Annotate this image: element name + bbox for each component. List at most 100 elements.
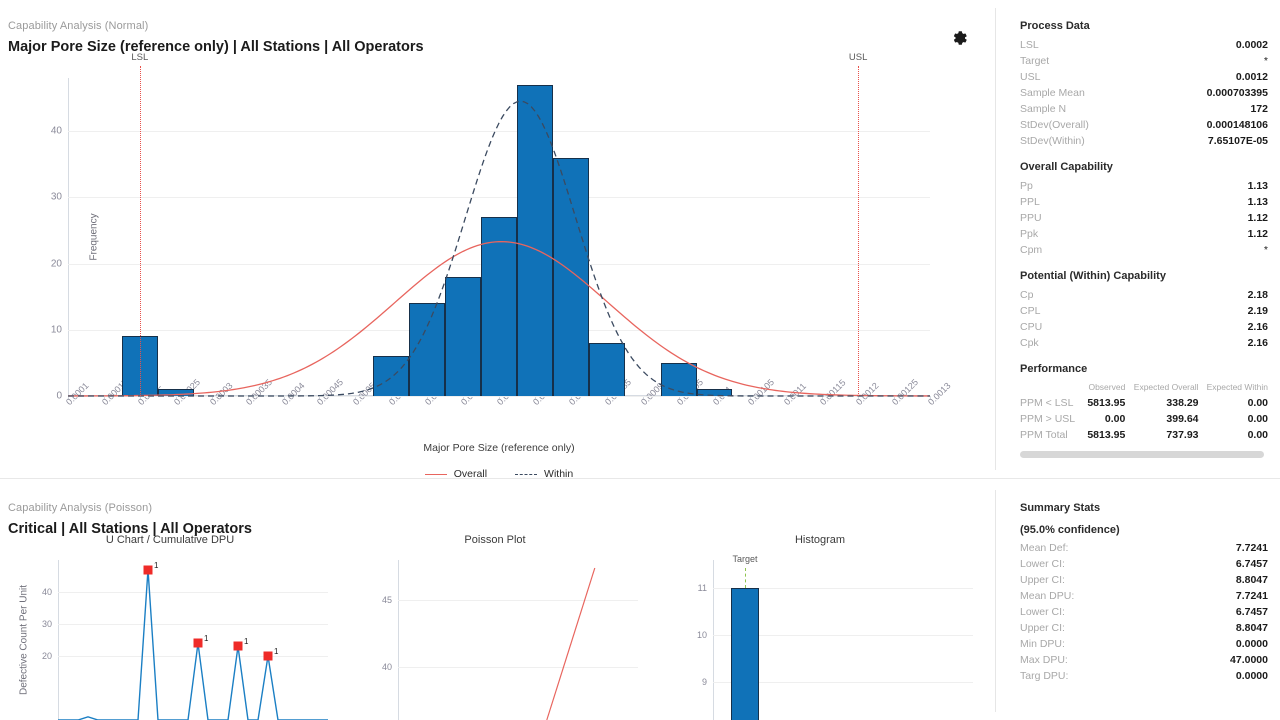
process-data-row: Sample N 172 xyxy=(1020,101,1268,117)
grid-line xyxy=(58,592,328,593)
poisson-y-axis xyxy=(398,560,399,720)
poisson-panel-subtitle: Capability Analysis (Poisson) xyxy=(8,502,153,514)
process-data-value: 7.65107E-05 xyxy=(1207,135,1268,147)
performance-table-header: Observed Expected Overall Expected Within xyxy=(1020,380,1268,395)
poisson-plot-area: 40 45 xyxy=(382,560,638,720)
performance-cell: PPM Total xyxy=(1020,429,1068,441)
histogram-bar xyxy=(157,389,194,396)
histogram-bar xyxy=(696,389,733,396)
grid-line xyxy=(713,588,973,590)
overall-capability-heading: Overall Capability xyxy=(1020,161,1113,173)
process-data-value: * xyxy=(1263,55,1268,67)
summary-stat-label: Upper CI: xyxy=(1020,574,1065,586)
normal-panel-subtitle: Capability Analysis (Normal) xyxy=(8,20,149,32)
poisson-y-tick: 45 xyxy=(381,595,392,605)
summary-stat-value: 7.7241 xyxy=(1235,542,1268,554)
confidence-level: (95.0% confidence) xyxy=(1020,524,1120,536)
within-capability-row: CPU 2.16 xyxy=(1020,319,1268,335)
y-axis-tick: 20 xyxy=(50,258,62,269)
poisson-plot: Poisson Plot 40 45 xyxy=(340,534,650,720)
process-data-label: Sample N xyxy=(1020,103,1067,115)
spec-limit-line-usl xyxy=(858,66,860,396)
x-axis-tick-mark xyxy=(714,396,716,400)
within-capability-label: Cpk xyxy=(1020,337,1039,349)
process-data-row: Sample Mean 0.000703395 xyxy=(1020,85,1268,101)
y-axis-tick: 40 xyxy=(50,125,62,137)
overall-capability-row: Pp 1.13 xyxy=(1020,178,1268,194)
chart-legend: Overall Within xyxy=(68,468,930,480)
process-data-row: StDev(Overall) 0.000148106 xyxy=(1020,117,1268,133)
panel-divider xyxy=(0,478,1280,479)
poisson-histogram-y-tick: 10 xyxy=(696,630,707,641)
grid-line xyxy=(713,635,973,637)
overall-capability-label: Cpm xyxy=(1020,244,1043,256)
u-chart-y-tick: 30 xyxy=(41,619,52,629)
overall-capability-value: 1.13 xyxy=(1247,196,1268,208)
overall-capability-row: PPU 1.12 xyxy=(1020,210,1268,226)
grid-line xyxy=(68,396,930,397)
y-axis-line xyxy=(68,78,69,396)
u-chart-y-axis xyxy=(58,560,59,720)
performance-horizontal-scrollbar[interactable] xyxy=(1020,451,1264,458)
overall-capability-rows: Pp 1.13 PPL 1.13 PPU 1.12 Ppk 1.12 Cpm * xyxy=(1020,178,1268,258)
fit-curve-within xyxy=(68,100,930,397)
overall-capability-label: PPL xyxy=(1020,196,1040,208)
within-capability-value: 2.16 xyxy=(1247,321,1268,333)
x-axis-tick-mark xyxy=(858,396,860,400)
summary-stat-value: 6.7457 xyxy=(1235,558,1268,570)
process-data-row: USL 0.0012 xyxy=(1020,69,1268,85)
performance-cell: 338.29 xyxy=(1166,397,1199,409)
normal-panel-header: Capability Analysis (Normal) Major Pore … xyxy=(8,20,424,55)
histogram-bar xyxy=(552,157,589,396)
summary-stat-label: Mean Def: xyxy=(1020,542,1069,554)
performance-row: PPM > USL 0.00 399.64 0.00 xyxy=(1020,411,1268,427)
u-chart-plot-area: Defective Count Per Unit 20 30 40 1 1 1 1 xyxy=(19,560,328,720)
performance-cell: PPM < LSL xyxy=(1020,397,1074,409)
out-of-control-marker xyxy=(193,638,203,648)
within-capability-row: CPL 2.19 xyxy=(1020,303,1268,319)
overall-capability-label: PPU xyxy=(1020,212,1042,224)
grid-line xyxy=(398,666,638,668)
within-capability-rows: Cp 2.18 CPL 2.19 CPU 2.16 Cpk 2.16 xyxy=(1020,287,1268,351)
poisson-histogram-bar xyxy=(731,588,759,720)
histogram-bar xyxy=(588,343,625,396)
overall-capability-row: Cpm * xyxy=(1020,242,1268,258)
poisson-histogram-title: Histogram xyxy=(794,534,846,546)
histogram-bar xyxy=(516,84,553,396)
summary-stat-row: Lower CI: 6.7457 xyxy=(1020,556,1268,572)
x-axis-tick-mark xyxy=(391,396,393,400)
summary-stat-label: Min DPU: xyxy=(1020,638,1065,650)
grid-line xyxy=(68,131,930,132)
normal-panel-title: Major Pore Size (reference only) | All S… xyxy=(8,39,424,55)
histogram-bar xyxy=(481,217,517,396)
summary-stats-block: Summary Stats (95.0% confidence) Mean De… xyxy=(1020,502,1268,684)
out-of-control-marker xyxy=(263,651,273,661)
fit-curve-overall xyxy=(68,240,930,397)
y-axis-tick: 10 xyxy=(50,324,62,336)
performance-cell: 399.64 xyxy=(1166,413,1199,425)
performance-col-header: Expected Overall xyxy=(1133,382,1199,392)
legend-item-overall: Overall xyxy=(424,468,487,480)
summary-stat-row: Lower CI: 6.7457 xyxy=(1020,604,1268,620)
summary-stat-label: Mean DPU: xyxy=(1020,590,1075,602)
within-capability-label: CPU xyxy=(1020,321,1043,333)
summary-stat-label: Lower CI: xyxy=(1020,558,1065,570)
overall-capability-row: PPL 1.13 xyxy=(1020,194,1268,210)
performance-col-header xyxy=(1020,380,1082,395)
summary-stat-value: 7.7241 xyxy=(1235,590,1268,602)
gear-icon[interactable] xyxy=(949,28,969,48)
x-axis-tick-mark xyxy=(786,396,788,400)
performance-cell: 0.00 xyxy=(1104,413,1126,425)
summary-stat-row: Targ DPU: 0.0000 xyxy=(1020,668,1268,684)
x-axis-tick-mark xyxy=(247,396,249,400)
poisson-histogram: Histogram 9 10 11 Target xyxy=(655,534,985,720)
process-data-label: LSL xyxy=(1020,39,1039,51)
overall-capability-row: Ppk 1.12 xyxy=(1020,226,1268,242)
summary-stat-label: Upper CI: xyxy=(1020,622,1065,634)
x-axis-tick-mark xyxy=(606,396,608,400)
x-axis-tick-mark xyxy=(642,396,644,400)
legend-line-overall-icon xyxy=(424,473,447,475)
x-axis-tick-mark xyxy=(283,396,285,400)
out-of-control-label: 1 xyxy=(204,634,209,644)
